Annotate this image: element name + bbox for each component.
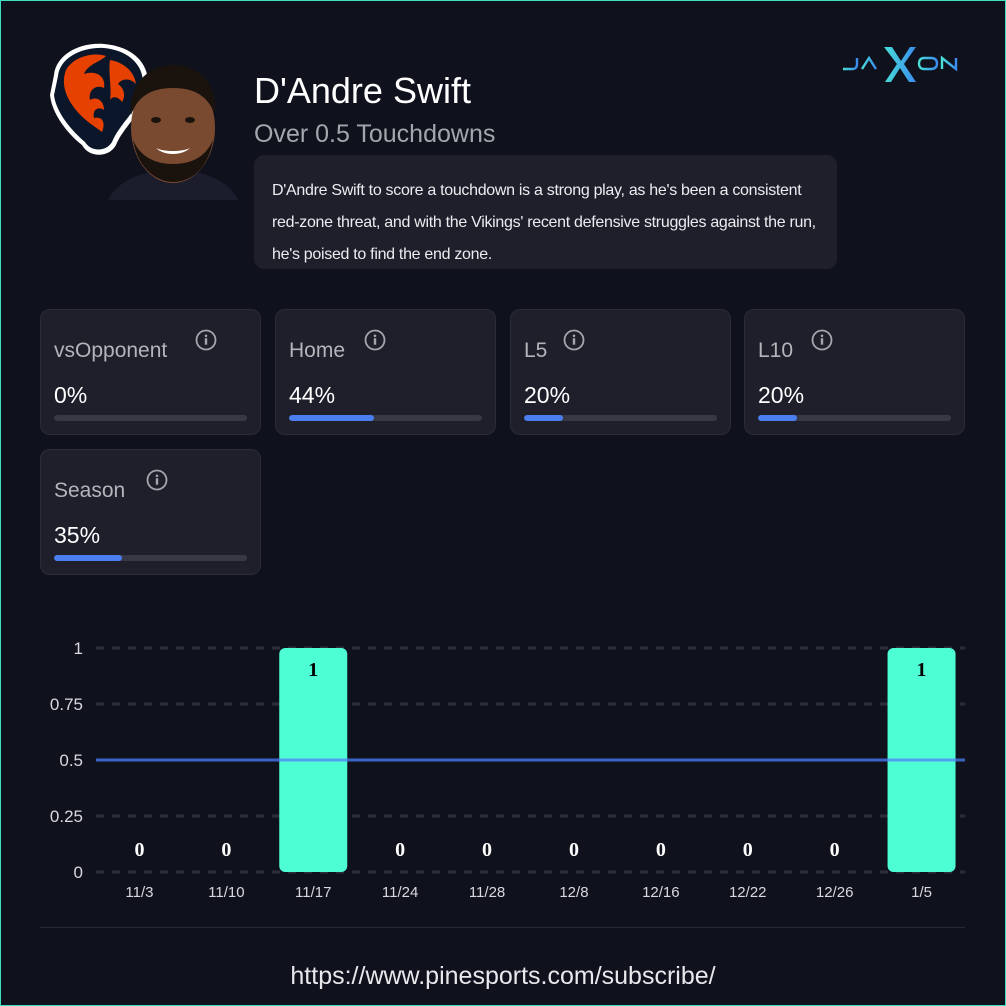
x-tick-label: 12/26 (816, 884, 854, 901)
info-icon[interactable] (364, 329, 386, 351)
y-tick-label: 1 (74, 639, 83, 658)
x-tick-label: 11/24 (382, 884, 418, 901)
data-label: 0 (830, 839, 840, 861)
data-label: 0 (743, 839, 753, 861)
progress-fill (289, 415, 374, 421)
stat-card-home: Home 44% (275, 309, 496, 435)
progress-bar (54, 555, 247, 561)
stat-value: 0% (54, 382, 88, 408)
divider (40, 927, 965, 928)
progress-fill (758, 415, 797, 421)
stat-label: vsOpponent (54, 339, 168, 362)
info-icon[interactable] (195, 329, 217, 351)
jaxon-logo (843, 47, 958, 82)
stat-label: Home (289, 339, 346, 362)
x-tick-label: 11/10 (208, 884, 244, 901)
stat-card-season: Season 35% (40, 449, 261, 575)
y-tick-label: 0.75 (50, 695, 83, 714)
y-tick-label: 0.5 (59, 751, 83, 770)
player-avatar (40, 38, 238, 203)
info-icon[interactable] (811, 329, 833, 351)
info-icon[interactable] (146, 469, 168, 491)
progress-bar (524, 415, 717, 421)
subscribe-link[interactable]: https://www.pinesports.com/subscribe/ (290, 962, 716, 990)
stat-card-l10: L10 20% (744, 309, 965, 435)
y-tick-label: 0 (74, 863, 83, 882)
stat-value: 35% (54, 522, 101, 548)
x-tick-label: 11/17 (295, 884, 331, 901)
progress-bar (758, 415, 951, 421)
touchdown-bar-chart: 00.250.50.751011/3011/10111/17011/24011/… (50, 639, 965, 901)
x-tick-label: 12/22 (729, 884, 767, 901)
data-label: 0 (221, 839, 231, 861)
player-name: D'Andre Swift (254, 70, 471, 111)
stat-value: 44% (289, 382, 336, 408)
data-label: 0 (395, 839, 405, 861)
x-tick-label: 12/16 (642, 884, 680, 901)
data-label: 0 (134, 839, 144, 861)
data-label: 0 (569, 839, 579, 861)
y-tick-label: 0.25 (50, 807, 83, 826)
stat-card-l5: L5 20% (510, 309, 731, 435)
data-label: 1 (308, 659, 318, 681)
stat-value: 20% (524, 382, 571, 408)
x-tick-label: 12/8 (559, 884, 588, 901)
data-label: 1 (917, 659, 927, 681)
progress-bar (54, 415, 247, 421)
stat-label: L10 (758, 339, 794, 362)
team-logo-icon (50, 43, 149, 155)
stat-card-vsopponent: vsOpponent 0% (40, 309, 261, 435)
data-label: 0 (482, 839, 492, 861)
x-tick-label: 11/28 (469, 884, 505, 901)
player-photo (108, 65, 238, 200)
x-tick-label: 11/3 (125, 884, 153, 901)
analysis-text: D'Andre Swift to score a touchdown is a … (254, 155, 837, 269)
x-tick-label: 1/5 (911, 884, 932, 901)
stat-label: L5 (524, 339, 548, 362)
info-icon[interactable] (563, 329, 585, 351)
stat-value: 20% (758, 382, 805, 408)
stat-label: Season (54, 479, 126, 502)
progress-fill (524, 415, 563, 421)
prop-label: Over 0.5 Touchdowns (254, 120, 496, 148)
data-label: 0 (656, 839, 666, 861)
progress-fill (54, 555, 122, 561)
progress-bar (289, 415, 482, 421)
